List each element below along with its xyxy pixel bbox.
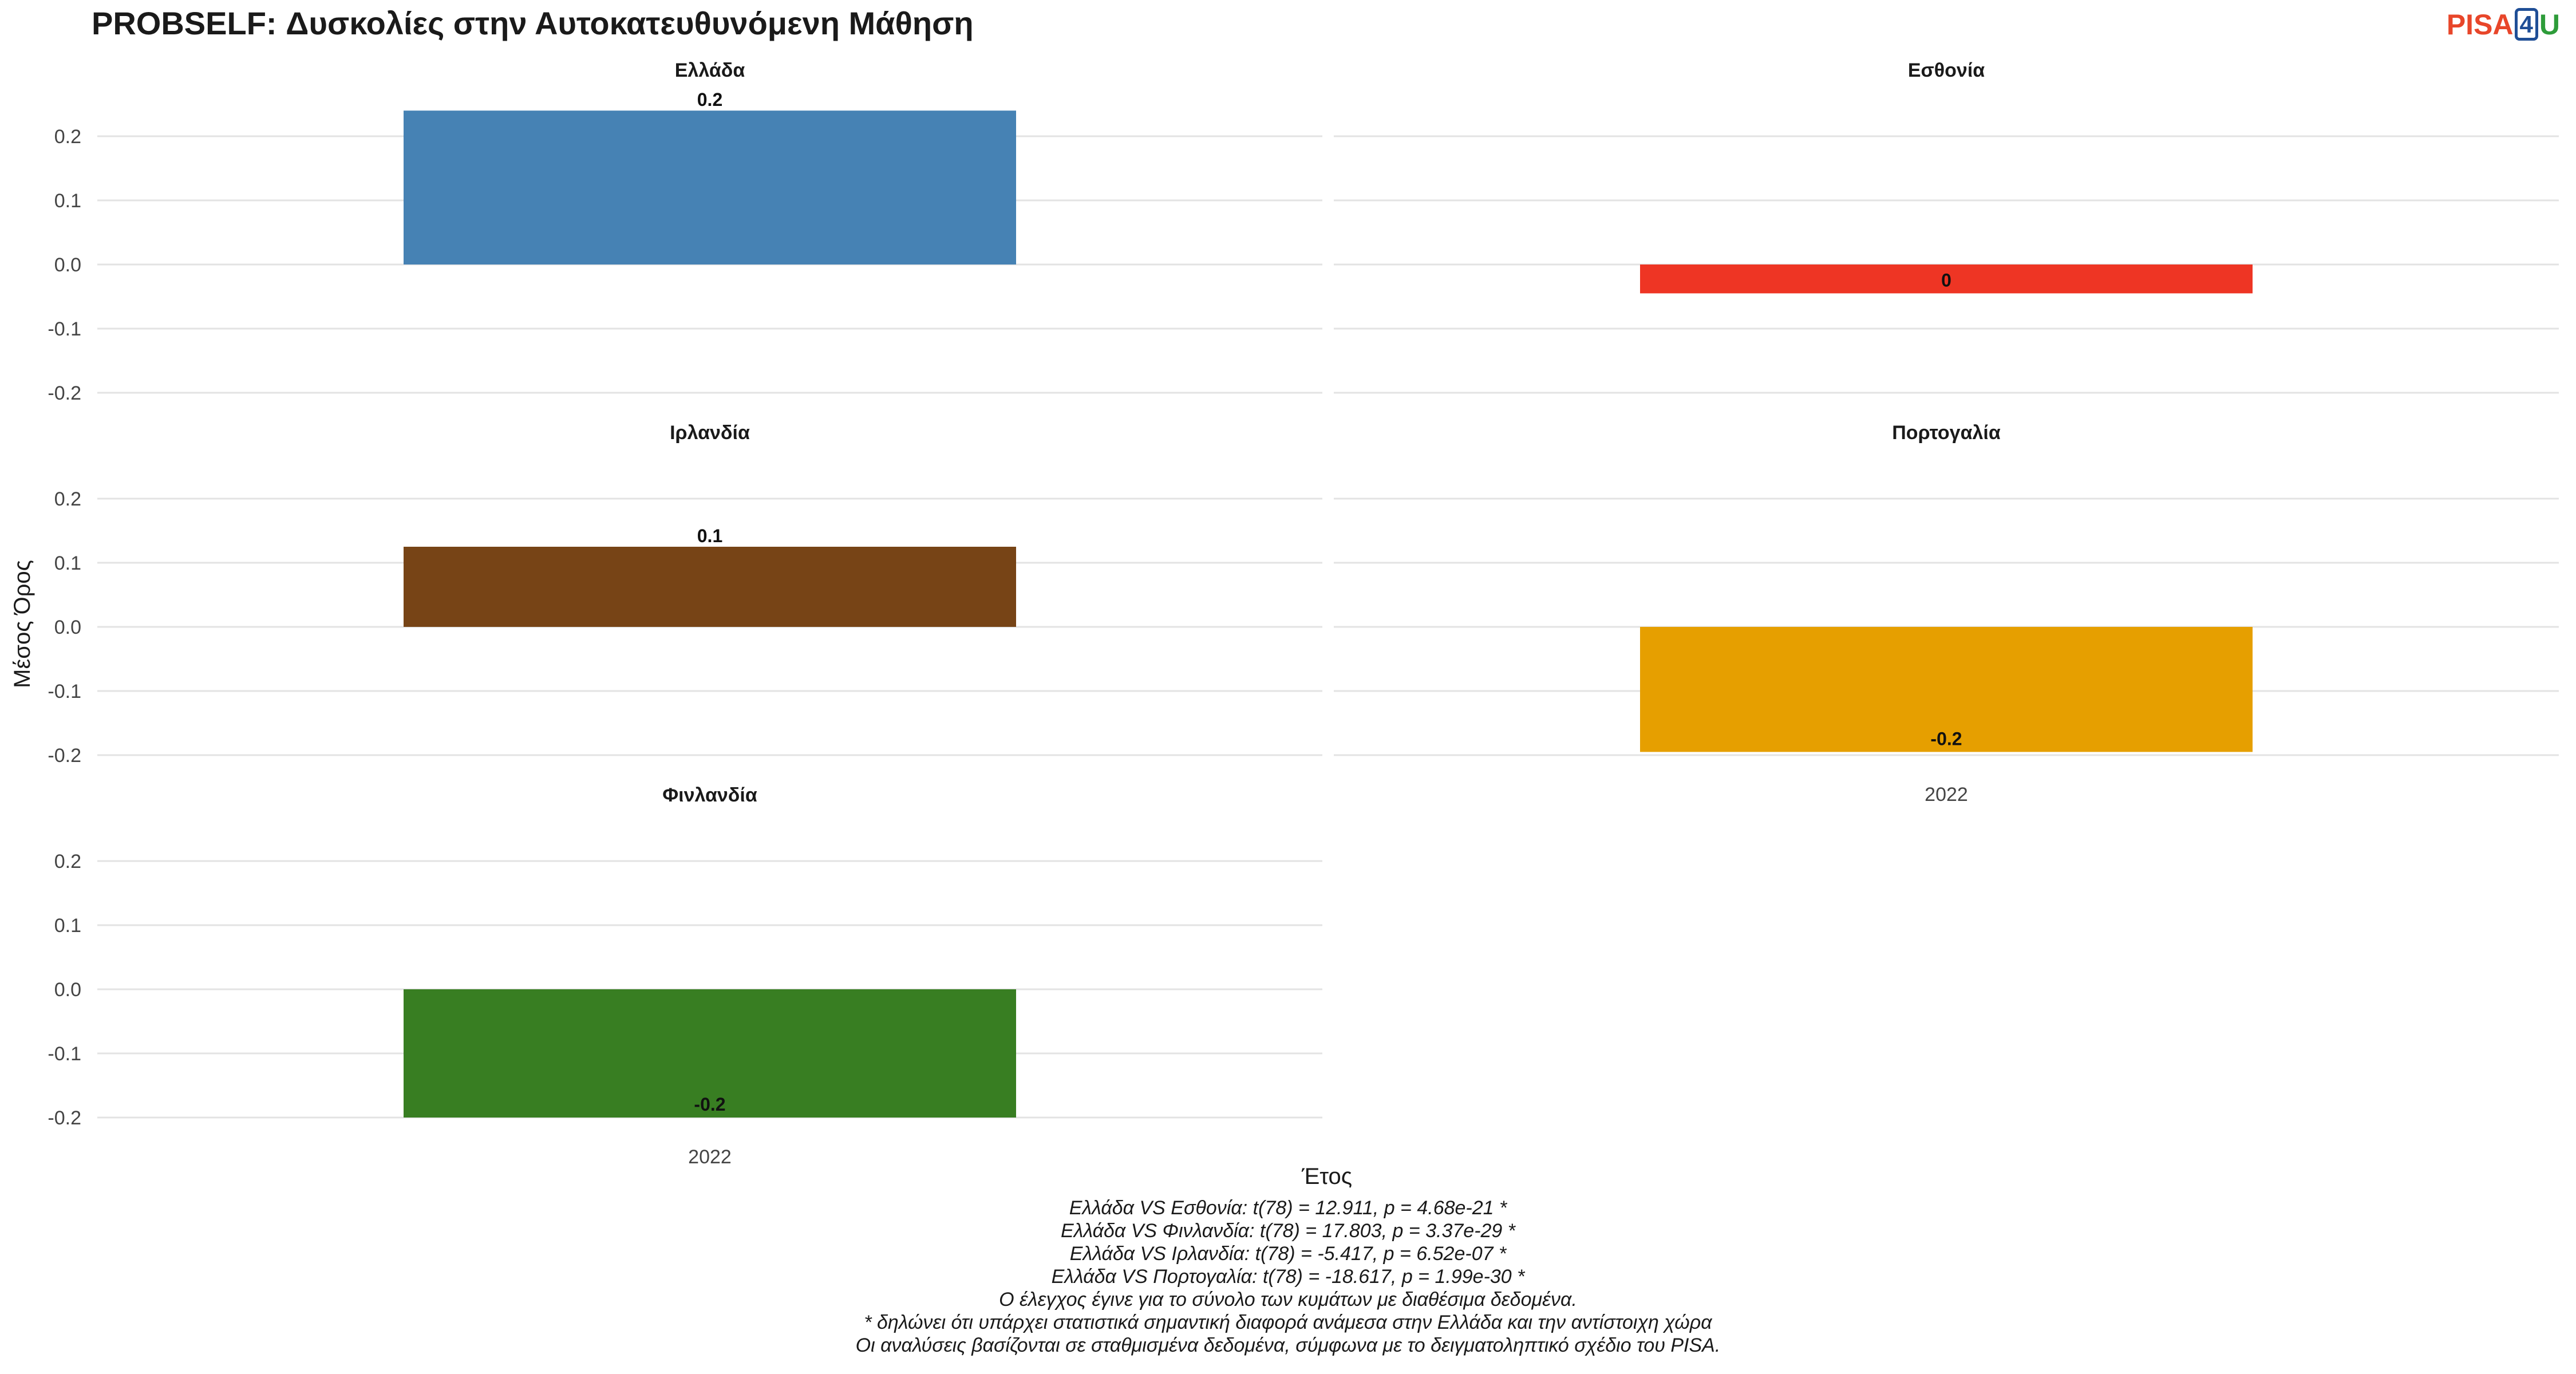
bar bbox=[404, 110, 1016, 264]
bar bbox=[404, 547, 1016, 627]
panel-title: Φινλανδία bbox=[662, 784, 757, 806]
note-line: Ελλάδα VS Φινλανδία: t(78) = 17.803, p =… bbox=[1060, 1220, 1516, 1242]
x-tick-label: 2022 bbox=[688, 1146, 732, 1168]
y-tick-label: -0.2 bbox=[48, 745, 81, 767]
panel-title: Ιρλανδία bbox=[670, 422, 750, 444]
y-tick-label: -0.2 bbox=[48, 1107, 81, 1129]
chart-title: PROBSELF: Δυσκολίες στην Αυτοκατευθυνόμε… bbox=[92, 5, 974, 41]
data-label: -0.2 bbox=[1930, 728, 1962, 749]
y-tick-label: -0.2 bbox=[48, 382, 81, 404]
y-tick-label: 0.1 bbox=[54, 190, 81, 212]
panel-title: Πορτογαλία bbox=[1892, 422, 2001, 444]
data-label: 0.2 bbox=[697, 89, 722, 110]
bar bbox=[1640, 627, 2253, 752]
data-label: 0 bbox=[1941, 270, 1951, 290]
y-tick-label: 0.2 bbox=[54, 126, 81, 148]
note-line: Ελλάδα VS Ιρλανδία: t(78) = -5.417, p = … bbox=[1069, 1243, 1507, 1265]
note-line: Ελλάδα VS Εσθονία: t(78) = 12.911, p = 4… bbox=[1069, 1197, 1507, 1219]
y-tick-label: 0.1 bbox=[54, 552, 81, 574]
panel-title: Εσθονία bbox=[1908, 60, 1985, 81]
note-line: Οι αναλύσεις βασίζονται σε σταθμισμένα δ… bbox=[855, 1334, 1721, 1356]
bar bbox=[1640, 264, 2253, 294]
y-tick-label: 0.0 bbox=[54, 979, 81, 1001]
note-line: * δηλώνει ότι υπάρχει στατιστικά σημαντι… bbox=[864, 1312, 1712, 1333]
panel-title: Ελλάδα bbox=[675, 60, 745, 81]
note-line: Ελλάδα VS Πορτογαλία: t(78) = -18.617, p… bbox=[1051, 1266, 1525, 1288]
y-tick-label: -0.1 bbox=[48, 681, 81, 702]
y-tick-label: 0.2 bbox=[54, 851, 81, 872]
y-tick-label: 0.0 bbox=[54, 617, 81, 638]
y-tick-label: 0.1 bbox=[54, 915, 81, 937]
statistical-notes: Ελλάδα VS Εσθονία: t(78) = 12.911, p = 4… bbox=[0, 1197, 2576, 1357]
y-axis-title: Μέσος Όρος bbox=[10, 560, 35, 688]
logo-part-4: 4 bbox=[2514, 8, 2538, 41]
x-axis-title: Έτος bbox=[1301, 1164, 1352, 1189]
logo-part-pisa: PISA bbox=[2446, 9, 2514, 41]
x-tick-label: 2022 bbox=[1925, 784, 1968, 806]
y-tick-label: 0.2 bbox=[54, 488, 81, 510]
y-tick-label: 0.0 bbox=[54, 254, 81, 276]
bar bbox=[404, 989, 1016, 1118]
note-line: Ο έλεγχος έγινε για το σύνολο των κυμάτω… bbox=[999, 1289, 1577, 1310]
data-label: 0.1 bbox=[697, 526, 722, 546]
y-tick-label: -0.1 bbox=[48, 318, 81, 340]
pisa4u-logo: PISA 4 U bbox=[2447, 8, 2560, 41]
data-label: -0.2 bbox=[694, 1094, 725, 1115]
logo-part-u: U bbox=[2539, 9, 2560, 41]
y-tick-label: -0.1 bbox=[48, 1043, 81, 1065]
